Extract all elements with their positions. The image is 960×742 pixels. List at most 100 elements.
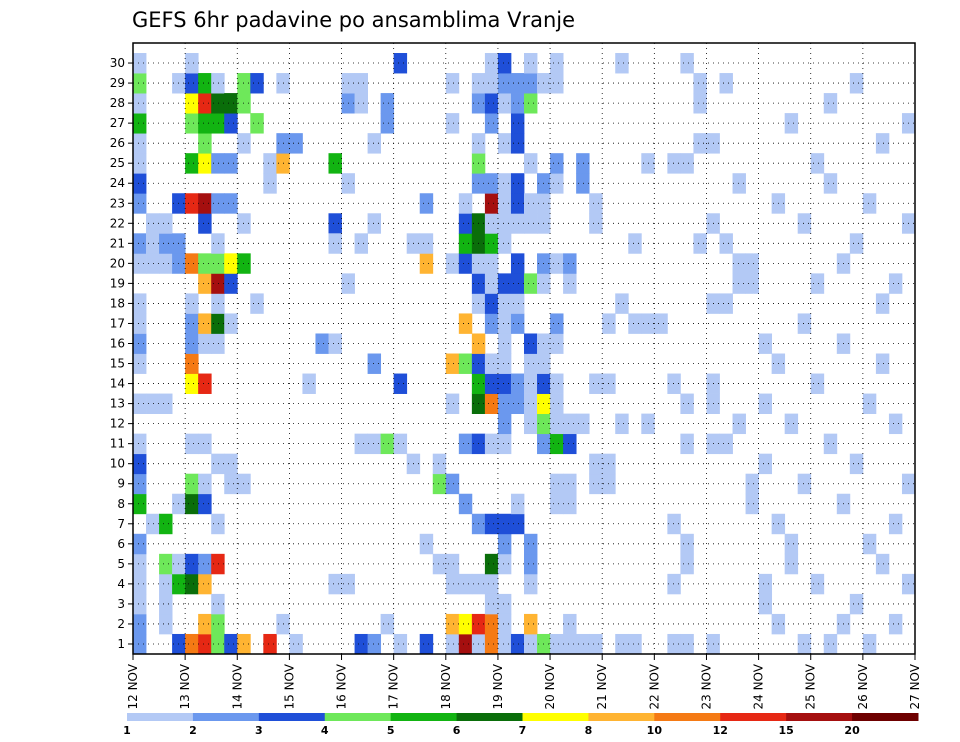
y-tick-label: 5 xyxy=(117,557,125,571)
heatmap-cell xyxy=(224,273,238,294)
y-tick-label: 1 xyxy=(117,637,125,651)
colorbar-swatch xyxy=(588,713,655,721)
heatmap-cell xyxy=(328,573,342,595)
heatmap-cell xyxy=(458,253,473,274)
heatmap-cell xyxy=(497,353,512,374)
y-tick-label: 14 xyxy=(110,377,125,391)
y-tick-label: 8 xyxy=(117,497,125,511)
y-tick-label: 26 xyxy=(110,136,125,150)
heatmap-cell xyxy=(497,333,512,354)
heatmap-cell xyxy=(380,93,395,114)
heatmap-cell xyxy=(810,153,825,174)
heatmap-cell xyxy=(550,413,564,435)
heatmap-cell xyxy=(224,453,238,475)
heatmap-cell xyxy=(510,253,525,274)
heatmap-cell xyxy=(185,373,199,394)
y-tick-label: 28 xyxy=(110,96,125,110)
heatmap-cell xyxy=(393,433,408,455)
x-tick-label: 12 NOV xyxy=(126,663,140,709)
heatmap-cell xyxy=(419,533,434,555)
heatmap-cell xyxy=(797,473,812,495)
heatmap-cell xyxy=(185,113,199,134)
heatmap-cell xyxy=(185,193,199,214)
y-tick-label: 10 xyxy=(110,457,125,471)
heatmap-cell xyxy=(758,573,773,595)
heatmap-cell xyxy=(888,273,903,294)
x-tick-label: 13 NOV xyxy=(178,663,192,709)
heatmap-cell xyxy=(484,93,499,114)
heatmap-cell xyxy=(797,313,812,334)
heatmap-cell xyxy=(550,633,564,655)
heatmap-cell xyxy=(328,333,342,354)
heatmap-cell xyxy=(589,633,603,655)
colorbar-swatch xyxy=(522,713,589,721)
heatmap-cell xyxy=(380,113,395,134)
heatmap-cell xyxy=(524,333,538,354)
heatmap-cell xyxy=(198,613,212,635)
heatmap-cell xyxy=(328,233,342,254)
heatmap-cell xyxy=(497,293,512,314)
heatmap-cell xyxy=(497,53,512,74)
heatmap-cells xyxy=(133,53,916,655)
heatmap-cell xyxy=(576,413,590,435)
heatmap-cell xyxy=(419,233,434,254)
heatmap-cell xyxy=(550,493,564,515)
colorbar-label: 6 xyxy=(453,724,461,737)
heatmap-cell xyxy=(159,613,173,635)
heatmap-cell xyxy=(654,313,668,334)
heatmap-cell xyxy=(185,493,199,515)
heatmap-cell xyxy=(458,613,473,635)
heatmap-cell xyxy=(497,533,512,555)
x-axis-ticks: 12 NOV 13 NOV 14 NOV 15 NOV 16 NOV 17 NOV 18 N… xyxy=(126,654,922,710)
heatmap-cell xyxy=(563,413,577,435)
heatmap-cell xyxy=(133,473,147,495)
heatmap-cell xyxy=(289,633,303,655)
heatmap-cell xyxy=(484,193,499,214)
y-tick-label: 11 xyxy=(110,437,125,451)
heatmap-cell xyxy=(263,153,277,174)
y-tick-label: 25 xyxy=(110,156,125,170)
heatmap-cell xyxy=(797,213,812,234)
heatmap-cell xyxy=(159,213,173,234)
heatmap-cell xyxy=(198,373,212,394)
heatmap-cell xyxy=(133,333,147,354)
heatmap-cell xyxy=(367,633,382,655)
heatmap-cell xyxy=(563,633,577,655)
heatmap-cell xyxy=(146,253,160,274)
heatmap-cell xyxy=(524,193,538,214)
heatmap-cell xyxy=(289,133,303,154)
heatmap-cell xyxy=(146,233,160,254)
heatmap-cell xyxy=(576,173,590,194)
heatmap-cell xyxy=(875,293,890,314)
x-tick-label: 21 NOV xyxy=(595,663,609,709)
heatmap-cell xyxy=(445,73,460,94)
heatmap-cell xyxy=(133,73,147,94)
heatmap-cell xyxy=(497,393,512,414)
heatmap-cell xyxy=(133,553,147,575)
heatmap-cell xyxy=(133,253,147,274)
grid-lines xyxy=(133,43,915,654)
heatmap-cell xyxy=(576,633,590,655)
x-tick-label: 27 NOV xyxy=(908,663,922,709)
y-tick-label: 27 xyxy=(110,116,125,130)
heatmap-cell xyxy=(185,573,199,595)
heatmap-cell xyxy=(133,133,147,154)
heatmap-cell xyxy=(510,273,525,294)
colorbar: 1 2 3 4 5 6 7 8 10 12 15 20 xyxy=(123,713,919,737)
heatmap-cell xyxy=(133,433,147,455)
x-tick-label: 16 NOV xyxy=(335,663,349,709)
heatmap-cell xyxy=(667,373,681,394)
heatmap-cell xyxy=(211,613,225,635)
heatmap-cell xyxy=(563,273,577,294)
heatmap-cell xyxy=(732,253,746,274)
heatmap-cell xyxy=(445,573,460,595)
colorbar-swatch xyxy=(390,713,458,721)
heatmap-cell xyxy=(823,633,838,655)
heatmap-cell xyxy=(367,213,382,234)
heatmap-cell xyxy=(432,453,447,475)
heatmap-cell xyxy=(224,113,238,134)
heatmap-cell xyxy=(510,393,525,414)
colorbar-swatch xyxy=(456,713,523,721)
heatmap-cell xyxy=(198,433,212,455)
heatmap-cell xyxy=(524,393,538,414)
